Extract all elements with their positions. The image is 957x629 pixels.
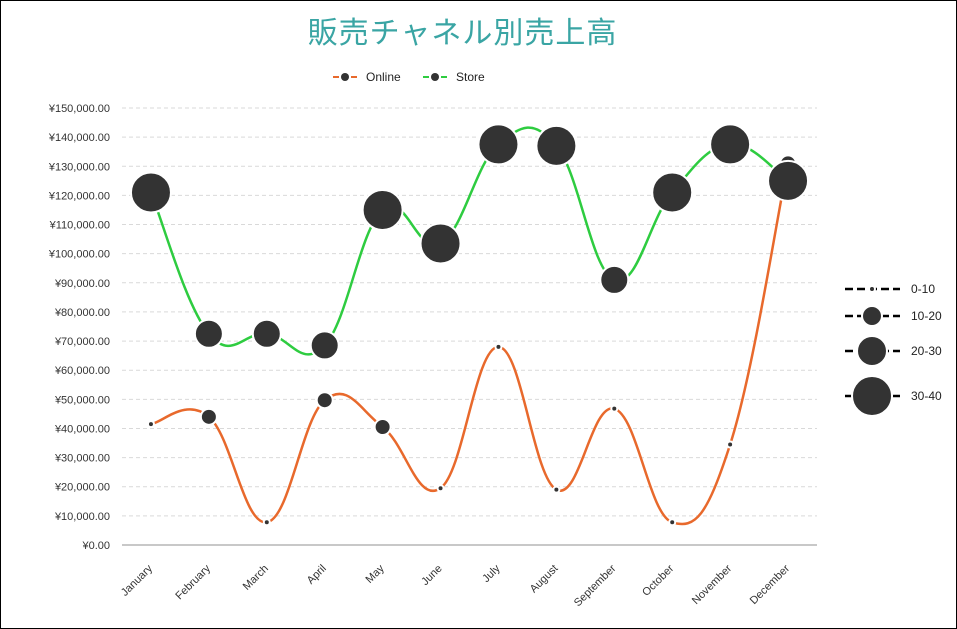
size-legend-label: 0-10 [911,282,935,296]
point-store-february [193,318,224,349]
x-tick-label: August [528,563,561,596]
y-tick-label: ¥90,000.00 [54,278,110,290]
size-legend-label: 20-30 [911,344,942,358]
size-legend-label: 30-40 [911,389,942,403]
series-line-store [149,126,789,356]
legend-label: Online [366,70,401,84]
y-grid: ¥0.00 ¥10,000.00 ¥20,000.00 ¥30,000.00 ¥40,0… [48,103,817,552]
point-online-march [262,518,271,527]
y-tick-label: ¥70,000.00 [54,336,110,348]
y-tick-label: ¥110,000.00 [49,220,110,232]
point-online-february [199,407,218,426]
size-legend-item-2: 20-30 [845,335,942,367]
point-online-july [494,342,503,351]
legend-label: Store [456,70,485,84]
chart-title: 販売チャネル別売上高 [307,16,618,51]
legend-marker [431,73,439,81]
point-store-june [419,222,462,265]
point-store-october [651,171,694,214]
x-tick-label: June [419,563,444,588]
x-tick-label: July [480,562,503,585]
size-legend-item-1: 10-20 [845,305,942,327]
y-tick-label: ¥0.00 [81,540,110,552]
series-line-online [150,163,790,526]
x-tick-label: May [364,562,388,586]
point-store-may [361,188,404,231]
point-store-january [129,171,172,214]
point-store-march [251,318,282,349]
x-tick-label: October [640,562,676,598]
x-tick-label: February [173,562,213,602]
point-store-april [309,330,340,361]
x-tick-label: December [748,562,793,607]
size-legend-marker [851,375,893,417]
point-store-august [535,124,578,167]
y-tick-label: ¥50,000.00 [54,394,110,406]
point-online-august [552,485,561,494]
x-tick-label: September [572,562,619,609]
point-online-september [610,404,619,413]
point-store-july [477,123,520,166]
point-store-december [767,159,810,202]
x-tick-label: April [305,563,329,587]
y-tick-label: ¥150,000.00 [48,103,110,115]
y-tick-label: ¥100,000.00 [48,249,110,261]
y-tick-label: ¥20,000.00 [54,482,110,494]
size-legend-marker [856,335,888,367]
size-legend-label: 10-20 [911,309,942,323]
y-tick-label: ¥30,000.00 [54,453,110,465]
point-store-november [709,123,752,166]
legend-marker [341,73,349,81]
point-online-june [436,484,445,493]
y-tick-label: ¥140,000.00 [48,132,110,144]
point-store-september [599,264,630,295]
point-online-october [668,518,677,527]
y-tick-label: ¥40,000.00 [54,423,110,435]
legend-item-store: Store [423,70,485,84]
legend-item-online: Online [333,70,401,84]
y-tick-label: ¥130,000.00 [48,161,110,173]
x-tick-label: March [241,563,271,593]
y-tick-label: ¥60,000.00 [54,365,110,377]
x-tick-label: January [119,562,156,599]
point-online-april [315,391,334,410]
point-online-january [146,420,155,429]
y-tick-label: ¥80,000.00 [54,307,110,319]
size-legend-marker [861,305,883,327]
y-tick-label: ¥10,000.00 [54,511,110,523]
size-legend-item-0: 0-10 [845,282,935,296]
x-tick-label: November [690,562,735,607]
y-tick-label: ¥120,000.00 [48,190,110,202]
point-online-may [373,418,392,437]
size-legend-marker [868,285,876,293]
point-online-november [726,440,735,449]
size-legend-item-3: 30-40 [845,375,942,417]
